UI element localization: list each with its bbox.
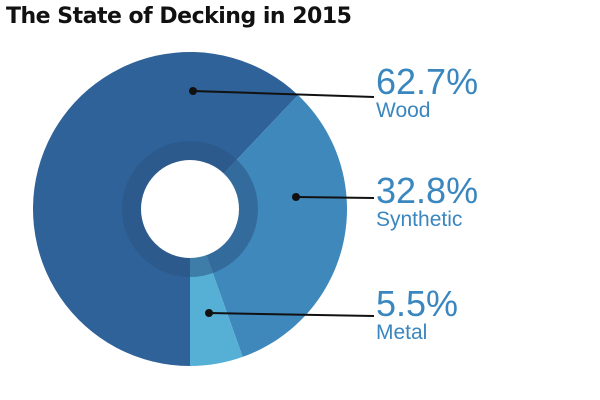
slice-label-wood: 62.7% Wood <box>376 64 478 122</box>
slice-value-wood: 62.7% <box>376 61 479 102</box>
slice-name-synthetic: Synthetic <box>376 208 463 231</box>
chart-title: The State of Decking in 2015 <box>6 4 352 29</box>
slice-label-synthetic: 32.8% Synthetic <box>376 173 478 231</box>
slice-name-metal: Metal <box>376 321 428 344</box>
slice-value-metal: 5.5% <box>376 283 459 324</box>
leader-dot-metal <box>205 309 213 317</box>
donut-hole <box>141 160 239 258</box>
leader-line-synthetic <box>295 196 375 199</box>
leader-line-wood <box>192 90 375 98</box>
leader-dot-wood <box>189 87 197 95</box>
slice-label-metal: 5.5% Metal <box>376 286 458 344</box>
slice-name-wood: Wood <box>376 99 431 122</box>
leader-line-metal <box>208 312 375 317</box>
slice-value-synthetic: 32.8% <box>376 170 479 211</box>
slice-synthetic <box>190 95 348 357</box>
leader-dot-synthetic <box>292 193 300 201</box>
